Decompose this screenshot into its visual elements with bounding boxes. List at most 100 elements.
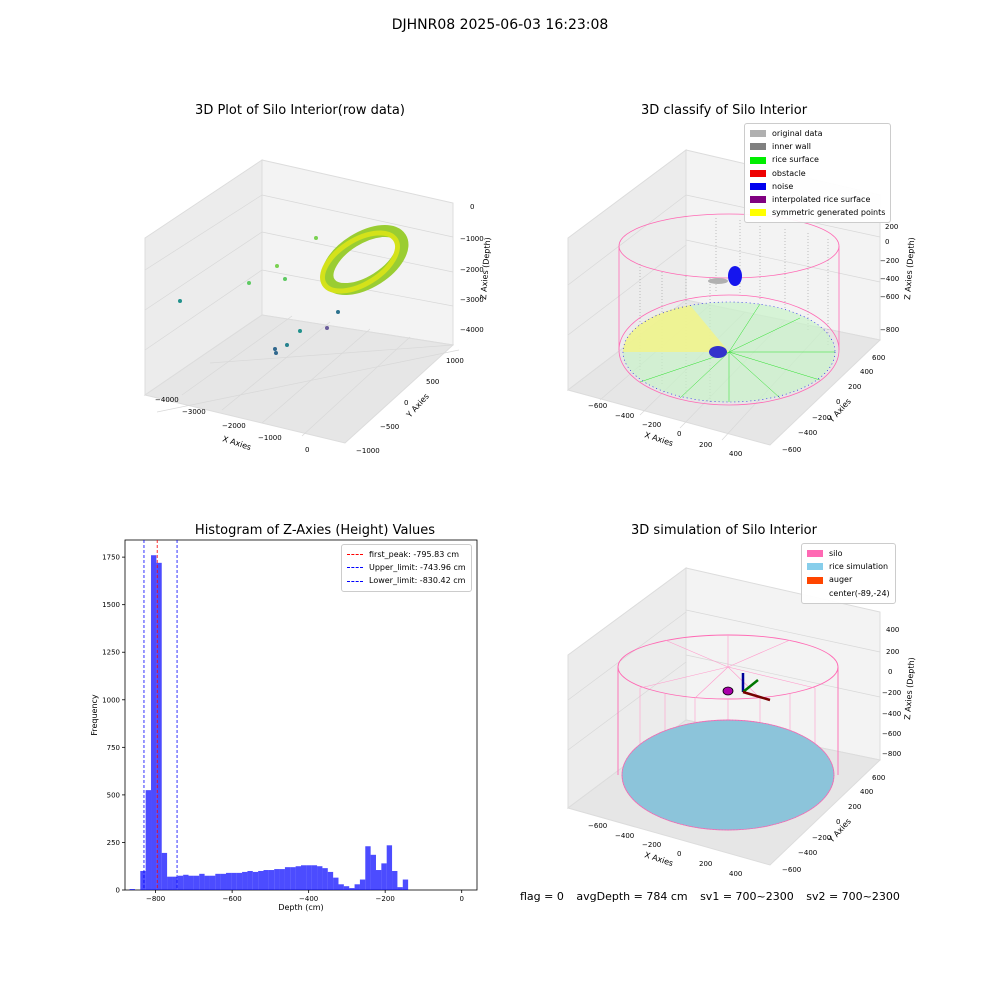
histogram-bar	[375, 870, 382, 890]
histogram-bar	[268, 870, 275, 890]
simulation-panel-title: 3D simulation of Silo Interior	[631, 523, 817, 538]
classify-z-tick: 0	[885, 238, 889, 246]
simulation-center-marker	[722, 686, 734, 696]
legend-item: Lower_limit: -830.42 cm	[347, 574, 466, 587]
legend-label: symmetric generated points	[772, 208, 886, 218]
legend-label: center(-89,-24)	[829, 588, 890, 598]
y-tick-label: 750	[107, 744, 120, 752]
histogram-bar	[392, 870, 398, 890]
histogram-y-ticks: 0 250 500 750 1000 1250 1500 1750	[102, 554, 125, 895]
histogram-bar	[231, 872, 237, 890]
raw-point	[274, 351, 278, 355]
flag-text: flag = 0	[520, 890, 564, 903]
raw-scatter-points	[178, 224, 409, 355]
raw-point	[336, 310, 340, 314]
histogram-bar	[242, 871, 248, 890]
histogram-bar	[333, 877, 339, 890]
classify-y-tick: −600	[782, 446, 801, 454]
y-tick-label: 250	[107, 839, 120, 847]
legend-item: symmetric generated points	[750, 206, 885, 219]
raw-y-tick: 500	[426, 378, 439, 386]
classify-z-tick: −400	[880, 275, 899, 283]
legend-label: Upper_limit: -743.96 cm	[369, 563, 466, 573]
simulation-z-tick: 400	[886, 626, 899, 634]
simulation-x-tick-labels: −600 −400 −200 0 200 400	[588, 822, 742, 878]
simulation-y-tick: −200	[812, 834, 831, 842]
histogram-title: Histogram of Z-Axies (Height) Values	[194, 523, 436, 538]
x-tick-label: −600	[223, 895, 242, 903]
classify-y-tick: −200	[812, 414, 831, 422]
sv1-text: sv1 = 700~2300	[700, 890, 794, 903]
simulation-silo-cylinder	[617, 634, 839, 831]
classify-x-tick: −400	[615, 412, 634, 420]
simulation-rice-mesh	[621, 719, 835, 831]
classify-legend: original data inner wall rice surface ob…	[744, 123, 892, 224]
histogram-x-axis-label: Depth (cm)	[278, 903, 323, 912]
histogram-bar	[188, 875, 194, 890]
histogram-bar	[199, 873, 205, 890]
simulation-z-tick: −600	[882, 730, 901, 738]
raw-y-tick: 0	[404, 399, 408, 407]
legend-item: obstacle	[750, 167, 885, 180]
legend-label: first_peak: -795.83 cm	[369, 550, 460, 559]
legend-label: rice simulation	[829, 562, 889, 572]
classify-y-tick: −400	[798, 429, 817, 437]
histogram-bar	[279, 869, 285, 890]
raw-y-tick-labels: 1000 500 0 −500 −1000	[356, 357, 464, 455]
histogram-bar	[354, 884, 360, 890]
classify-rice-surface	[622, 266, 836, 403]
legend-label: original data	[772, 129, 823, 138]
histogram-bar	[252, 871, 259, 890]
classify-interpolated-blob	[709, 346, 727, 358]
classify-y-tick: 0	[836, 398, 840, 406]
legend-item: auger	[807, 573, 890, 586]
histogram-bar	[301, 865, 307, 890]
simulation-z-tick-labels: 400 200 0 −200 −400 −600 −800	[882, 626, 901, 758]
histogram-bar	[145, 790, 152, 890]
legend-swatch	[750, 143, 766, 151]
simulation-z-axis-label: Z Axies (Depth)	[903, 657, 916, 720]
histogram-bar	[183, 874, 189, 890]
raw-point	[273, 347, 277, 351]
histogram-x-ticks: −800 −600 −400 −200 0	[146, 890, 464, 903]
legend-dash	[347, 554, 363, 556]
legend-dash	[347, 580, 363, 582]
classify-z-axis-label: Z Axies (Depth)	[903, 237, 916, 300]
histogram-bar	[274, 869, 280, 890]
raw-z-tick: −3000	[460, 296, 484, 304]
legend-label: auger	[829, 575, 853, 585]
legend-swatch	[750, 169, 766, 177]
legend-label: obstacle	[772, 168, 806, 178]
legend-item: rice surface	[750, 153, 885, 166]
histogram-legend: first_peak: -795.83 cm Upper_limit: -743…	[341, 544, 472, 592]
x-tick-label: −800	[146, 895, 165, 903]
raw-point	[314, 236, 318, 240]
histogram-bar	[290, 867, 296, 890]
classify-x-tick: 200	[699, 441, 712, 449]
histogram-bar	[258, 870, 264, 890]
histogram-bar	[172, 876, 178, 890]
raw-z-tick: 0	[470, 203, 474, 211]
histogram-bar	[129, 889, 135, 890]
raw-y-tick: 1000	[446, 357, 464, 365]
raw-x-tick: 0	[305, 446, 309, 454]
classify-z-tick-labels: 200 0 −200 −400 −600 −800	[880, 223, 899, 334]
simulation-z-tick: −200	[882, 689, 901, 697]
simulation-y-tick-labels: 600 400 200 0 −200 −400 −600	[782, 774, 885, 874]
legend-item: inner wall	[750, 140, 885, 153]
raw-point	[325, 326, 329, 330]
histogram-bar	[386, 845, 393, 890]
simulation-y-tick: 0	[836, 818, 840, 826]
legend-item: rice simulation	[807, 560, 890, 573]
legend-item: center(-89,-24)	[807, 587, 890, 600]
raw-panel-title: 3D Plot of Silo Interior(row data)	[195, 103, 405, 118]
x-tick-label: −200	[376, 895, 395, 903]
histogram-bar	[370, 854, 376, 890]
raw-y-tick: −1000	[356, 447, 380, 455]
classify-x-tick-labels: −600 −400 −200 0 200 400	[588, 402, 742, 458]
classify-x-tick: −200	[642, 421, 661, 429]
classify-y-tick: 600	[872, 354, 885, 362]
raw-x-tick: −3000	[182, 408, 206, 416]
legend-swatch	[750, 196, 766, 204]
